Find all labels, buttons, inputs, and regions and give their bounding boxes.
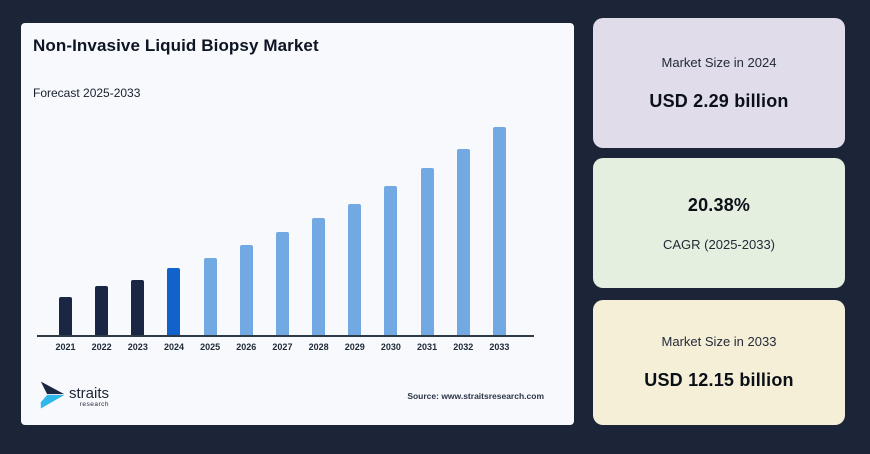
stat-label: Market Size in 2024 xyxy=(661,54,777,70)
source-text: Source: www.straitsresearch.com xyxy=(407,391,544,401)
bar-slot-2032: 2032 xyxy=(453,129,473,352)
x-axis-label-2030: 2030 xyxy=(380,342,401,352)
x-axis-label-2026: 2026 xyxy=(236,342,257,352)
stat-panel-cagr: 20.38% CAGR (2025-2033) xyxy=(593,158,845,288)
x-axis-label-2032: 2032 xyxy=(453,342,474,352)
chart-title: Non-Invasive Liquid Biopsy Market xyxy=(33,36,319,55)
x-axis-label-2023: 2023 xyxy=(127,342,148,352)
x-axis-label-2031: 2031 xyxy=(417,342,438,352)
stat-value: 20.38% xyxy=(687,194,751,215)
stat-value: USD 12.15 billion xyxy=(644,370,794,390)
stat-panel-market-size-2033: Market Size in 2033 USD 12.15 billion xyxy=(593,300,845,425)
bar-2032 xyxy=(456,149,470,335)
stat-panel-market-size-2024: Market Size in 2024 USD 2.29 billion xyxy=(593,18,845,148)
logo-wordmark: straits research xyxy=(69,385,110,408)
logo-arrow-icon xyxy=(39,380,66,415)
x-axis-label-2022: 2022 xyxy=(91,342,112,352)
bar-slot-2031: 2031 xyxy=(417,129,437,352)
x-axis-label-2024: 2024 xyxy=(163,342,184,352)
bar-slot-2026: 2026 xyxy=(236,129,256,352)
bar-2033 xyxy=(492,127,506,335)
bar-slot-2030: 2030 xyxy=(381,129,401,352)
bar-slot-2028: 2028 xyxy=(309,129,329,352)
straits-research-logo: straits research xyxy=(39,380,109,415)
bar-2029 xyxy=(348,204,362,335)
bar-2028 xyxy=(312,218,326,335)
bar-plot: 2021 2022 2023 2024 2025 2026 2027 2028 2029 2030… xyxy=(37,127,534,352)
bar-slot-2029: 2029 xyxy=(345,129,365,352)
x-axis-label-2027: 2027 xyxy=(272,342,293,352)
x-axis-label-2029: 2029 xyxy=(344,342,365,352)
x-axis-label-2025: 2025 xyxy=(200,342,221,352)
bar-slot-2025: 2025 xyxy=(200,129,220,352)
bar-2026 xyxy=(239,245,253,335)
stat-label: CAGR (2025-2033) xyxy=(663,236,775,252)
chart-subtitle: Forecast 2025-2033 xyxy=(33,86,141,100)
bar-slot-2033: 2033 xyxy=(489,127,509,352)
bar-2023 xyxy=(131,280,145,335)
bar-2031 xyxy=(420,168,434,335)
bar-2027 xyxy=(275,232,289,335)
chart-card: Non-Invasive Liquid Biopsy Market Foreca… xyxy=(21,23,574,425)
stat-label: Market Size in 2033 xyxy=(661,334,777,349)
bar-2030 xyxy=(384,186,398,335)
logo-sub-text: research xyxy=(79,401,110,408)
x-axis-label-2028: 2028 xyxy=(308,342,329,352)
x-axis-label-2021: 2021 xyxy=(55,342,76,352)
stat-value: USD 2.29 billion xyxy=(649,90,789,111)
bar-slot-2024: 2024 xyxy=(164,129,184,352)
x-axis-label-2033: 2033 xyxy=(489,342,510,352)
bar-slot-2023: 2023 xyxy=(128,129,148,352)
bar-slot-2027: 2027 xyxy=(272,129,292,352)
bar-2021 xyxy=(59,297,72,335)
bar-2025 xyxy=(203,258,217,335)
bar-slot-2022: 2022 xyxy=(92,129,112,352)
bar-slot-2021: 2021 xyxy=(55,129,76,352)
bar-2022 xyxy=(95,286,109,335)
bar-2024 xyxy=(167,268,181,335)
logo-name-text: straits xyxy=(69,385,110,402)
